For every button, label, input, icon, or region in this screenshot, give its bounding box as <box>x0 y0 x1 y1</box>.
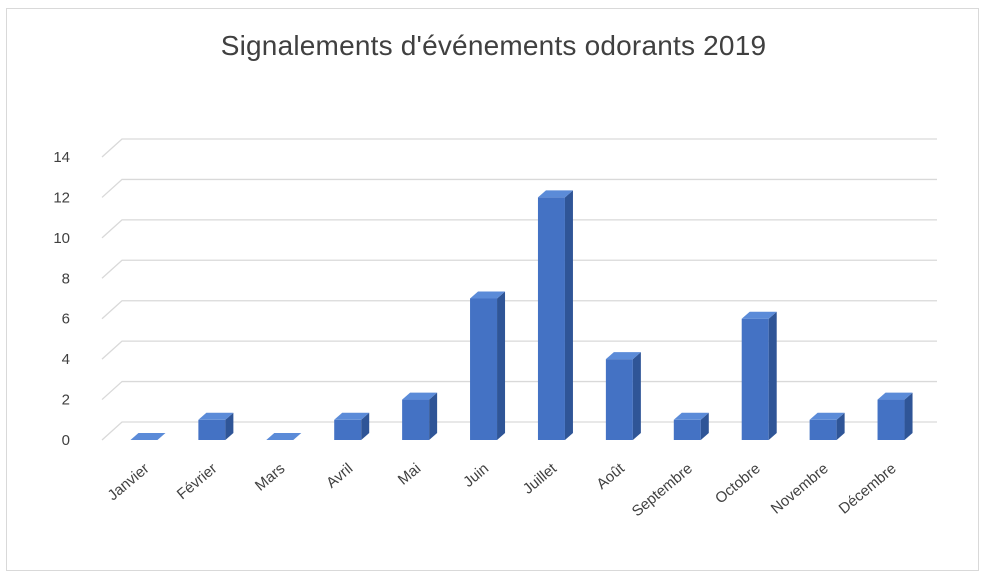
bar-juin <box>470 291 506 440</box>
y-tick-label: 0 <box>62 432 70 449</box>
bar-avril <box>334 412 370 440</box>
x-tick-label: Novembre <box>768 460 832 518</box>
bars <box>130 190 913 440</box>
gridline <box>101 340 937 360</box>
bar-novembre <box>809 412 845 440</box>
y-tick-label: 6 <box>62 311 70 328</box>
gridlines <box>101 138 937 441</box>
y-tick-label: 2 <box>62 392 70 409</box>
bar-mars <box>266 433 302 440</box>
x-tick-label: Juillet <box>520 460 561 498</box>
y-tick-label: 8 <box>62 270 70 287</box>
y-tick-label: 4 <box>62 351 70 368</box>
x-tick-label: Février <box>174 460 221 503</box>
bar-août <box>605 352 641 440</box>
x-axis-ticks: Janvier Février Mars Avril Mai Juin Juillet Aoû… <box>105 460 900 521</box>
gridline <box>101 300 937 320</box>
x-tick-label: Septembre <box>629 460 696 520</box>
x-tick-label: Mars <box>252 460 288 494</box>
bar-janvier <box>130 433 166 440</box>
bar-juillet <box>537 190 573 440</box>
x-tick-label: Août <box>593 460 628 493</box>
gridline <box>101 219 937 239</box>
gridline <box>101 259 937 279</box>
bar-décembre <box>877 392 913 440</box>
y-tick-label: 14 <box>53 149 70 166</box>
bar-septembre <box>673 412 709 440</box>
y-axis-ticks: 0 2 4 6 8 10 12 14 <box>53 149 70 449</box>
bar-octobre <box>741 311 777 440</box>
gridline <box>101 421 937 441</box>
bar-mai <box>402 392 438 440</box>
gridline <box>101 138 937 158</box>
x-tick-label: Janvier <box>105 460 153 504</box>
x-tick-label: Juin <box>460 460 492 491</box>
gridline <box>101 178 937 198</box>
y-tick-label: 12 <box>53 189 70 206</box>
x-tick-label: Avril <box>323 460 356 492</box>
y-tick-label: 10 <box>53 230 70 247</box>
gridline <box>101 380 937 401</box>
x-tick-label: Mai <box>395 460 424 489</box>
x-tick-label: Octobre <box>712 460 764 507</box>
chart-area <box>6 8 979 571</box>
bar-février <box>198 412 234 440</box>
x-tick-label: Décembre <box>836 460 900 518</box>
chart-title: Signalements d'événements odorants 2019 <box>220 30 767 61</box>
